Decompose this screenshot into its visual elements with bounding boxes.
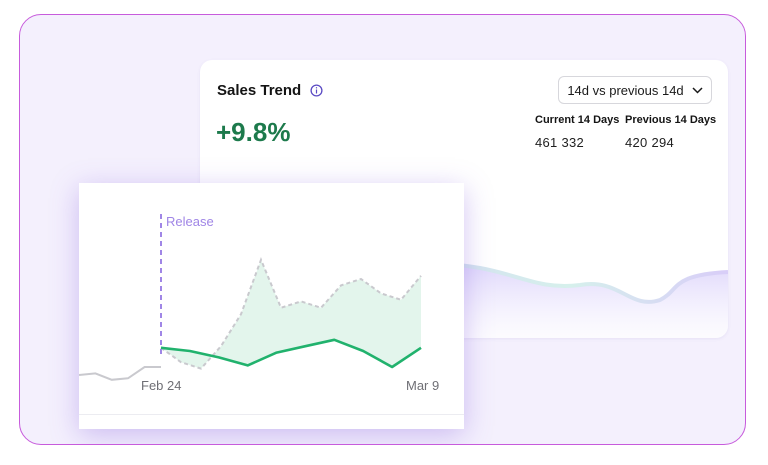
chart-baseline <box>79 414 464 415</box>
current-period-line <box>160 338 422 369</box>
gain-area <box>161 259 421 369</box>
chart-zoom-card: Release Feb 24 Mar 9 <box>79 183 464 429</box>
range-dropdown-label: 14d vs previous 14d <box>567 82 684 98</box>
x-tick-label: Mar 9 <box>406 378 440 393</box>
change-percent: +9.8% <box>216 117 291 147</box>
x-tick-label: Feb 24 <box>141 378 182 393</box>
card-title: Sales Trend <box>217 82 323 99</box>
release-annotation: Release <box>166 214 214 229</box>
previous-period-line <box>160 257 422 370</box>
chart-layer <box>79 257 422 381</box>
current-period-value: 461 332 <box>535 135 585 150</box>
current-period-label: Current 14 Days <box>535 114 620 126</box>
trend-chart <box>79 214 422 381</box>
previous-period-label: Previous 14 Days <box>625 114 717 126</box>
info-icon[interactable] <box>310 84 323 97</box>
range-dropdown[interactable]: 14d vs previous 14d <box>558 76 712 104</box>
showcase-frame: Sales Trend +9.8% 14d vs previous 14d Cu… <box>19 14 746 445</box>
pre-release-line <box>79 366 161 381</box>
chevron-down-icon <box>692 86 703 94</box>
card-title-text: Sales Trend <box>217 82 302 99</box>
previous-period-value: 420 294 <box>625 135 675 150</box>
